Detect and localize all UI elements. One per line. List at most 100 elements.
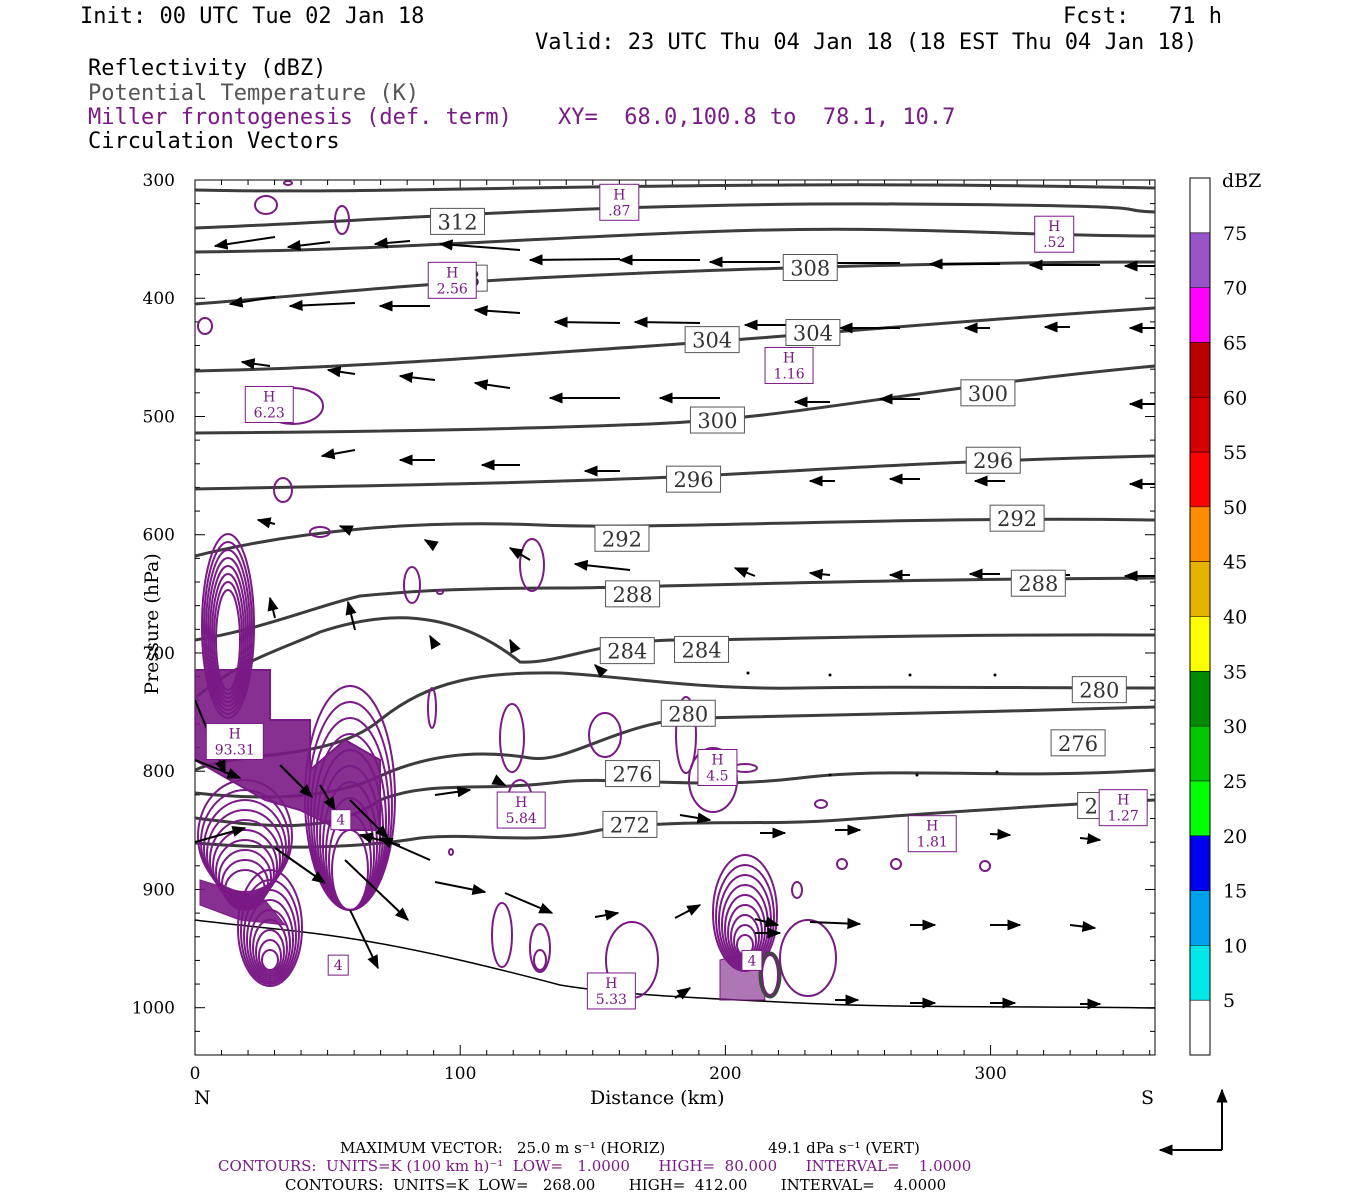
colorbar-level-label: 25 — [1223, 771, 1247, 793]
circulation-vector — [633, 316, 701, 328]
frontogenesis-contour — [436, 589, 444, 595]
colorbar-swatch — [1190, 780, 1210, 836]
south-end-label: S — [1141, 1087, 1155, 1109]
colorbar-swatch — [1190, 835, 1210, 891]
theta-label: 300 — [697, 409, 737, 433]
theta-label-box — [605, 580, 661, 608]
theta-label-box — [960, 379, 1016, 407]
circulation-vector — [594, 909, 620, 921]
frontogenesis-contour — [258, 939, 282, 973]
circulation-vector — [213, 236, 276, 250]
frontogenesis-contour — [890, 858, 902, 870]
frontogenesis-max-symbol: H — [229, 726, 241, 742]
frontogenesis-max-symbol: H — [783, 350, 795, 366]
frontogenesis-contour — [427, 687, 437, 729]
colorbar-swatch — [1190, 1000, 1210, 1055]
circulation-vector — [809, 917, 862, 930]
circulation-vector — [573, 559, 631, 571]
theta-contour-line — [195, 576, 1155, 642]
circulation-vector — [674, 987, 692, 1000]
frontogenesis-contour — [309, 526, 331, 538]
field-circulation-vectors: Circulation Vectors — [88, 129, 340, 154]
theta-contour-line — [195, 202, 1155, 230]
theta-label: 308 — [790, 257, 830, 281]
theta-label-box — [1071, 676, 1127, 704]
circulation-vector — [274, 847, 327, 884]
frontogenesis-contour — [588, 712, 622, 758]
frontogenesis-max-box — [205, 722, 264, 760]
colorbar-swatch — [1190, 945, 1210, 1001]
circulation-vector — [1079, 833, 1102, 845]
theta-label-box — [689, 406, 745, 434]
axis-ticks: 0 100 200 300 300 400 500 600 700 800 900 1000 — [132, 171, 1155, 1084]
theta-label-box — [684, 326, 740, 354]
circulation-vector — [256, 517, 276, 529]
theta-contour-line — [195, 517, 1155, 558]
frontogenesis-max-box — [697, 748, 738, 786]
frontogenesis-contour — [261, 949, 279, 971]
field-reflectivity: Reflectivity (dBZ) — [88, 56, 327, 81]
y-tick-label: 300 — [143, 171, 175, 191]
circulation-vector — [378, 837, 431, 861]
frontogenesis-contour — [533, 949, 547, 971]
frontogenesis-contour-label: 4 — [334, 958, 343, 974]
theta-contour-line — [195, 227, 1155, 254]
theta-label-box — [602, 810, 658, 838]
circulation-vector — [288, 299, 356, 312]
theta-label-box — [785, 319, 841, 347]
y-tick-label: 400 — [143, 289, 175, 309]
circulation-vector — [473, 379, 511, 391]
circulation-vector — [349, 799, 389, 839]
colorbar-level-label: 70 — [1223, 278, 1247, 300]
frontogenesis-contour — [197, 317, 213, 335]
frontogenesis-max-value: 5.84 — [506, 811, 537, 827]
y-axis-label: Pressure (hPa) — [141, 553, 163, 695]
frontogenesis-contour — [675, 696, 697, 774]
theta-label-box — [989, 504, 1045, 532]
colorbar: 5 10 15 20 25 30 35 40 45 50 55 60 65 70 75 — [1189, 177, 1247, 1056]
colorbar-level-label: 50 — [1223, 497, 1247, 519]
colorbar-swatch — [1190, 890, 1210, 946]
frontogenesis-contour — [529, 923, 551, 973]
frontogenesis-max-value: .52 — [1043, 235, 1065, 251]
theta-contour-line — [195, 260, 1155, 306]
circulation-vector — [733, 567, 756, 578]
max-vector-vert: 49.1 dPa s⁻¹ (VERT) — [768, 1139, 920, 1157]
max-vector-horiz: 25.0 m s⁻¹ (HORIZ) — [517, 1139, 666, 1157]
theta-contour-line — [195, 454, 1155, 491]
theta-label: 296 — [674, 468, 714, 492]
colorbar-swatch — [1190, 671, 1210, 727]
colorbar-level-label: 10 — [1223, 935, 1247, 957]
frontogenesis-contour — [791, 881, 803, 899]
circulation-vector-dot — [993, 673, 997, 677]
frontogenesis-max-value: 6.23 — [254, 405, 285, 421]
frontogenesis-dense-core — [195, 669, 381, 831]
frontogenesis-max-symbol: H — [1048, 219, 1060, 235]
circulation-vector — [434, 786, 472, 798]
frontogenesis-max-box — [1098, 789, 1148, 827]
theta-label-box — [660, 699, 716, 727]
frontogenesis-contour — [246, 899, 294, 981]
theta-label-box — [666, 465, 722, 493]
circulation-vector — [373, 237, 411, 249]
circulation-vector-dot — [828, 673, 832, 677]
colorbar-swatch — [1190, 452, 1210, 507]
plot-border — [194, 179, 1156, 1056]
circulation-vector — [228, 296, 276, 308]
frontogenesis-contour — [254, 195, 278, 215]
circulation-vector — [594, 664, 608, 678]
circulation-vector — [491, 774, 507, 786]
colorbar-level-label: 60 — [1223, 387, 1247, 409]
circulation-vector — [279, 764, 313, 798]
frontogenesis-contour — [491, 902, 513, 968]
circulation-vector — [429, 634, 442, 650]
colorbar-level-label: 45 — [1223, 552, 1247, 574]
frontogenesis-contour — [273, 477, 293, 503]
circulation-vector-dot — [828, 773, 832, 777]
theta-label: 296 — [973, 449, 1013, 473]
circulation-vector — [509, 638, 521, 654]
frontogenesis-contour-info: CONTOURS: UNITS=K (100 km h)⁻¹ LOW= 1.00… — [218, 1157, 972, 1175]
circulation-vector — [989, 828, 1012, 840]
theta-label-box — [1050, 729, 1106, 757]
frontogenesis-contour — [334, 205, 350, 235]
